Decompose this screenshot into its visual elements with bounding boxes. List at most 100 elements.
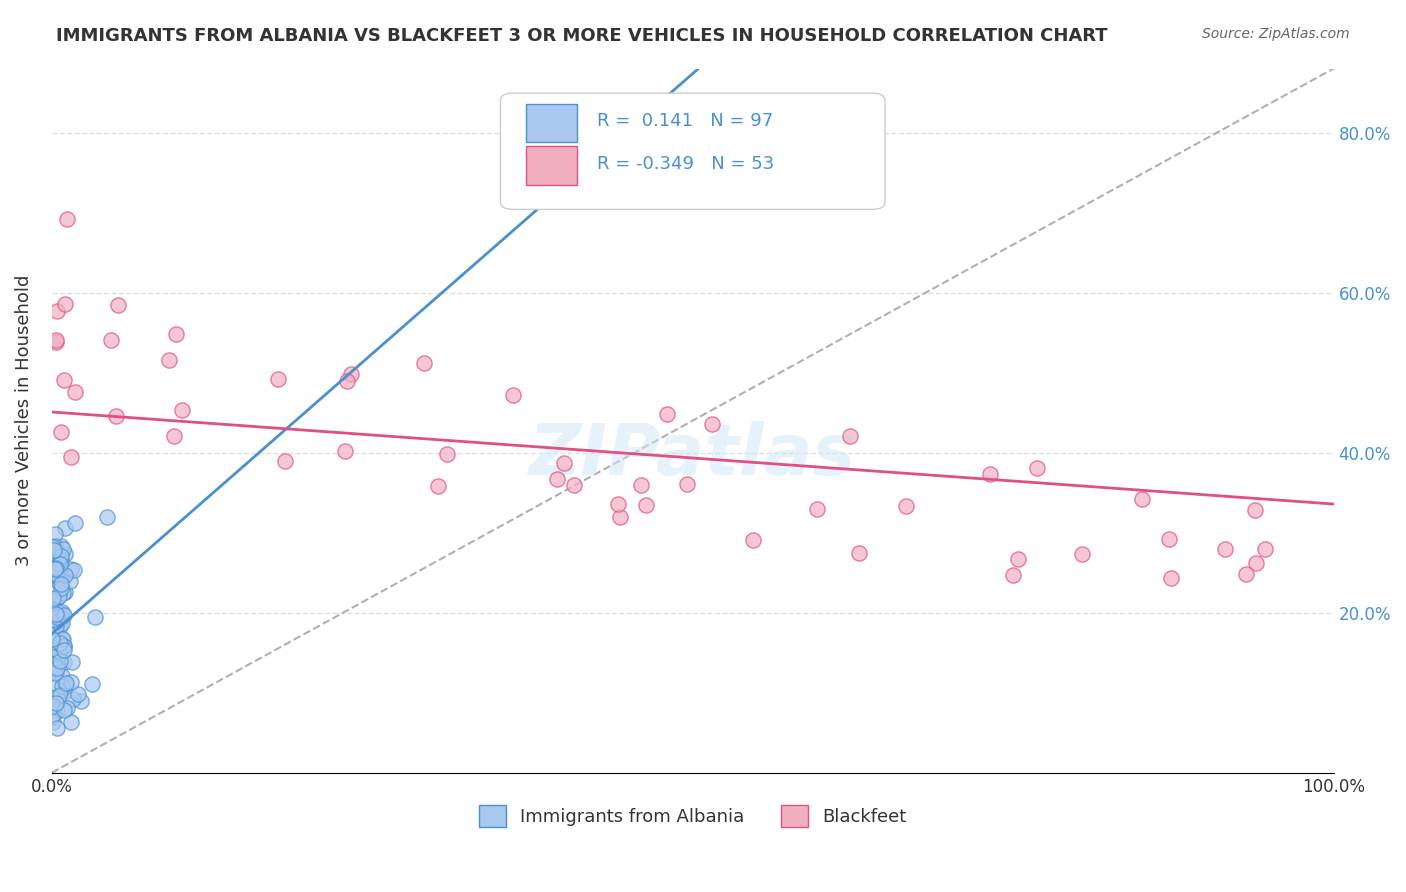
Blackfeet — [634, 499, 657, 513]
Immigrants from Albania — [48, 611, 70, 625]
Immigrants from Albania — [51, 632, 73, 646]
Immigrants from Albania — [49, 636, 72, 650]
Blackfeet — [606, 497, 628, 511]
Immigrants from Albania — [67, 687, 90, 701]
Immigrants from Albania — [51, 539, 73, 553]
Blackfeet — [172, 402, 194, 417]
Immigrants from Albania — [46, 701, 69, 715]
Immigrants from Albania — [41, 632, 63, 646]
Immigrants from Albania — [45, 614, 67, 628]
Immigrants from Albania — [45, 665, 67, 679]
Blackfeet — [340, 367, 363, 381]
Blackfeet — [894, 499, 917, 513]
Blackfeet — [1160, 571, 1182, 585]
Blackfeet — [46, 303, 69, 318]
Blackfeet — [1234, 567, 1257, 582]
Blackfeet — [60, 450, 83, 464]
Immigrants from Albania — [42, 591, 65, 606]
Immigrants from Albania — [51, 668, 73, 682]
Immigrants from Albania — [51, 572, 73, 586]
Blackfeet — [427, 479, 450, 493]
Blackfeet — [333, 444, 356, 458]
Immigrants from Albania — [48, 606, 70, 620]
Immigrants from Albania — [53, 639, 76, 653]
Immigrants from Albania — [63, 563, 86, 577]
Blackfeet — [1244, 503, 1267, 517]
Immigrants from Albania — [46, 645, 69, 659]
Immigrants from Albania — [48, 589, 70, 603]
Immigrants from Albania — [51, 679, 73, 693]
Text: R = -0.349   N = 53: R = -0.349 N = 53 — [596, 154, 773, 172]
Immigrants from Albania — [42, 715, 65, 730]
Immigrants from Albania — [42, 657, 65, 671]
FancyBboxPatch shape — [526, 146, 578, 185]
Immigrants from Albania — [41, 662, 63, 676]
Immigrants from Albania — [51, 605, 73, 619]
Blackfeet — [100, 333, 122, 347]
Immigrants from Albania — [45, 567, 67, 582]
Blackfeet — [53, 297, 76, 311]
FancyBboxPatch shape — [526, 103, 578, 143]
Immigrants from Albania — [49, 557, 72, 571]
Immigrants from Albania — [63, 516, 86, 531]
Immigrants from Albania — [52, 639, 75, 653]
Blackfeet — [45, 334, 67, 349]
Immigrants from Albania — [49, 618, 72, 632]
Blackfeet — [1025, 461, 1047, 475]
Immigrants from Albania — [52, 643, 75, 657]
Immigrants from Albania — [44, 539, 66, 553]
Blackfeet — [1254, 542, 1277, 557]
Blackfeet — [436, 447, 458, 461]
Immigrants from Albania — [55, 700, 77, 714]
Blackfeet — [562, 477, 585, 491]
Blackfeet — [1007, 552, 1029, 566]
Immigrants from Albania — [46, 661, 69, 675]
Blackfeet — [413, 356, 436, 370]
Immigrants from Albania — [46, 652, 69, 666]
Blackfeet — [165, 327, 187, 342]
Blackfeet — [273, 454, 295, 468]
Immigrants from Albania — [42, 542, 65, 557]
Blackfeet — [336, 375, 359, 389]
Immigrants from Albania — [41, 710, 63, 724]
Immigrants from Albania — [59, 675, 82, 690]
Immigrants from Albania — [52, 541, 75, 556]
Text: IMMIGRANTS FROM ALBANIA VS BLACKFEET 3 OR MORE VEHICLES IN HOUSEHOLD CORRELATION: IMMIGRANTS FROM ALBANIA VS BLACKFEET 3 O… — [56, 27, 1108, 45]
Immigrants from Albania — [45, 613, 67, 627]
Immigrants from Albania — [59, 574, 82, 588]
Y-axis label: 3 or more Vehicles in Household: 3 or more Vehicles in Household — [15, 275, 32, 566]
Blackfeet — [267, 372, 290, 386]
Immigrants from Albania — [45, 561, 67, 575]
Immigrants from Albania — [52, 703, 75, 717]
Blackfeet — [157, 353, 180, 368]
Immigrants from Albania — [60, 655, 83, 669]
Blackfeet — [675, 476, 697, 491]
Immigrants from Albania — [52, 632, 75, 646]
Immigrants from Albania — [45, 607, 67, 621]
Immigrants from Albania — [46, 643, 69, 657]
Immigrants from Albania — [44, 527, 66, 541]
Text: R =  0.141   N = 97: R = 0.141 N = 97 — [596, 112, 773, 130]
Immigrants from Albania — [46, 690, 69, 705]
Blackfeet — [502, 387, 524, 401]
Immigrants from Albania — [96, 509, 118, 524]
Immigrants from Albania — [53, 677, 76, 691]
Immigrants from Albania — [51, 552, 73, 566]
Blackfeet — [1071, 547, 1094, 561]
Blackfeet — [56, 212, 79, 227]
Text: Source: ZipAtlas.com: Source: ZipAtlas.com — [1202, 27, 1350, 41]
Immigrants from Albania — [52, 586, 75, 600]
Legend: Immigrants from Albania, Blackfeet: Immigrants from Albania, Blackfeet — [471, 797, 914, 834]
Immigrants from Albania — [52, 655, 75, 669]
Blackfeet — [553, 456, 575, 470]
Blackfeet — [1246, 556, 1268, 570]
Immigrants from Albania — [53, 608, 76, 623]
Immigrants from Albania — [44, 544, 66, 558]
Immigrants from Albania — [44, 675, 66, 690]
Blackfeet — [1001, 568, 1024, 582]
Immigrants from Albania — [42, 612, 65, 626]
Immigrants from Albania — [42, 635, 65, 649]
Blackfeet — [546, 472, 568, 486]
Text: ZIPatlas: ZIPatlas — [529, 421, 856, 491]
Immigrants from Albania — [84, 610, 107, 624]
